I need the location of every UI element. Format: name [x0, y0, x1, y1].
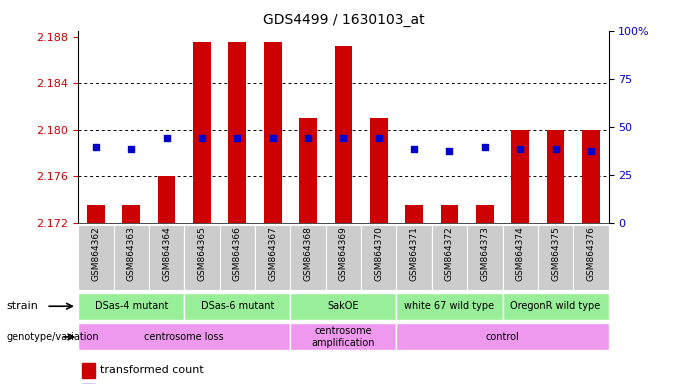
- FancyBboxPatch shape: [361, 225, 396, 290]
- FancyBboxPatch shape: [149, 225, 184, 290]
- Text: GSM864363: GSM864363: [126, 227, 136, 281]
- FancyBboxPatch shape: [78, 293, 184, 320]
- Point: [479, 144, 490, 150]
- Text: GSM864368: GSM864368: [303, 227, 313, 281]
- Text: DSas-6 mutant: DSas-6 mutant: [201, 301, 274, 311]
- Title: GDS4499 / 1630103_at: GDS4499 / 1630103_at: [262, 13, 424, 27]
- Text: control: control: [486, 332, 520, 342]
- Text: GSM864365: GSM864365: [197, 227, 207, 281]
- Text: GSM864375: GSM864375: [551, 227, 560, 281]
- Text: centrosome
amplification: centrosome amplification: [311, 326, 375, 348]
- Bar: [82, 363, 95, 378]
- Text: strain: strain: [7, 301, 39, 311]
- FancyBboxPatch shape: [573, 225, 609, 290]
- Point: [232, 135, 243, 141]
- Text: GSM864372: GSM864372: [445, 227, 454, 281]
- Text: white 67 wild type: white 67 wild type: [405, 301, 494, 311]
- FancyBboxPatch shape: [396, 293, 503, 320]
- Point: [409, 146, 420, 152]
- Bar: [122, 205, 140, 223]
- Bar: [87, 205, 105, 223]
- Text: GSM864366: GSM864366: [233, 227, 242, 281]
- Point: [585, 147, 596, 154]
- FancyBboxPatch shape: [114, 225, 149, 290]
- FancyBboxPatch shape: [503, 293, 609, 320]
- Point: [303, 135, 313, 141]
- Bar: [511, 130, 529, 223]
- Bar: [193, 42, 211, 223]
- Point: [373, 135, 384, 141]
- FancyBboxPatch shape: [290, 323, 396, 351]
- Point: [197, 135, 207, 141]
- Bar: [476, 205, 494, 223]
- Bar: [228, 42, 246, 223]
- Text: GSM864367: GSM864367: [268, 227, 277, 281]
- FancyBboxPatch shape: [290, 225, 326, 290]
- Text: GSM864369: GSM864369: [339, 227, 348, 281]
- Text: GSM864371: GSM864371: [409, 227, 419, 281]
- Bar: [264, 42, 282, 223]
- Point: [444, 147, 455, 154]
- Text: GSM864374: GSM864374: [515, 227, 525, 281]
- Text: OregonR wild type: OregonR wild type: [511, 301, 600, 311]
- FancyBboxPatch shape: [255, 225, 290, 290]
- Bar: [335, 46, 352, 223]
- FancyBboxPatch shape: [290, 293, 396, 320]
- Point: [126, 146, 137, 152]
- Point: [515, 146, 526, 152]
- Text: GSM864362: GSM864362: [91, 227, 101, 281]
- Point: [161, 135, 172, 141]
- Bar: [582, 130, 600, 223]
- Bar: [441, 205, 458, 223]
- Text: SakOE: SakOE: [328, 301, 359, 311]
- Text: GSM864370: GSM864370: [374, 227, 384, 281]
- Point: [90, 144, 101, 150]
- Text: centrosome loss: centrosome loss: [144, 332, 224, 342]
- Text: GSM864373: GSM864373: [480, 227, 490, 281]
- FancyBboxPatch shape: [184, 225, 220, 290]
- FancyBboxPatch shape: [78, 323, 290, 351]
- FancyBboxPatch shape: [78, 225, 114, 290]
- FancyBboxPatch shape: [432, 225, 467, 290]
- Text: GSM864376: GSM864376: [586, 227, 596, 281]
- FancyBboxPatch shape: [184, 293, 290, 320]
- FancyBboxPatch shape: [538, 225, 573, 290]
- Text: DSas-4 mutant: DSas-4 mutant: [95, 301, 168, 311]
- FancyBboxPatch shape: [396, 323, 609, 351]
- Point: [550, 146, 561, 152]
- FancyBboxPatch shape: [503, 225, 538, 290]
- Bar: [299, 118, 317, 223]
- Bar: [158, 176, 175, 223]
- Text: genotype/variation: genotype/variation: [7, 332, 99, 342]
- FancyBboxPatch shape: [467, 225, 503, 290]
- FancyBboxPatch shape: [220, 225, 255, 290]
- Bar: [370, 118, 388, 223]
- Text: transformed count: transformed count: [101, 366, 204, 376]
- Point: [338, 135, 349, 141]
- Bar: [405, 205, 423, 223]
- Bar: [547, 130, 564, 223]
- Point: [267, 135, 278, 141]
- Text: GSM864364: GSM864364: [162, 227, 171, 281]
- FancyBboxPatch shape: [396, 225, 432, 290]
- FancyBboxPatch shape: [326, 225, 361, 290]
